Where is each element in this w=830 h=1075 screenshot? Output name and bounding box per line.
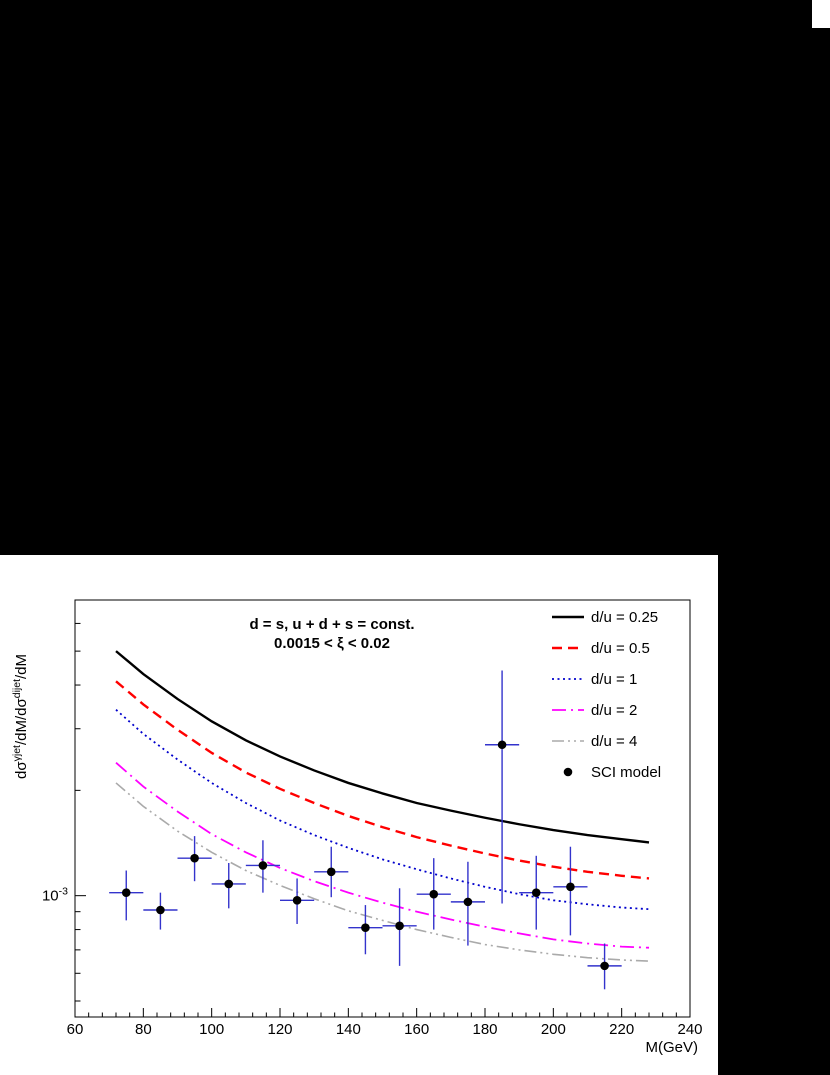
physics-plot: 60 80 100 120 140 160 180 200 220 240 10-3 M(GeV) dσ…: [11, 599, 703, 1056]
curve-series-4: [115, 761, 650, 949]
data-point: [258, 861, 268, 870]
data-point: [190, 853, 199, 863]
x-tick-label: 100: [199, 1021, 224, 1038]
annotation-line-1: d = s, u + d + s = const.: [249, 616, 414, 633]
legend-label: d/u = 0.25: [591, 609, 658, 626]
data-point: [224, 879, 234, 889]
data-point: [429, 889, 439, 899]
curve-series-2: [115, 680, 650, 880]
data-point: [463, 897, 473, 907]
curve-series-5: [115, 782, 650, 962]
x-tick-label: 200: [541, 1021, 566, 1038]
legend-marker-sample: [563, 767, 573, 777]
legend-label: d/u = 4: [591, 733, 637, 750]
y-tick-label: 10-3: [42, 886, 68, 905]
x-tick-label: 140: [336, 1021, 361, 1038]
plot-canvas: 60 80 100 120 140 160 180 200 220 240 10-3 M(GeV) dσ…: [0, 555, 718, 1075]
data-point: [361, 923, 370, 932]
curve-series-1: [115, 650, 650, 844]
curve-series-3: [115, 709, 650, 911]
x-tick-label: 60: [67, 1021, 84, 1038]
data-point: [292, 895, 302, 905]
legend-label: d/u = 2: [591, 702, 637, 719]
x-axis-title: M(GeV): [646, 1039, 699, 1056]
x-tick-label: 240: [677, 1021, 702, 1038]
annotation-line-2: 0.0015 < ξ < 0.02: [274, 635, 390, 652]
data-point: [395, 921, 404, 931]
data-point: [121, 888, 131, 897]
legend-label: d/u = 0.5: [591, 640, 650, 657]
data-point: [600, 961, 609, 971]
data-point: [531, 888, 541, 897]
x-tick-label: 80: [135, 1021, 152, 1038]
legend-label: SCI model: [591, 764, 661, 781]
x-tick-label: 120: [267, 1021, 292, 1038]
data-point: [566, 882, 575, 892]
x-tick-label: 160: [404, 1021, 429, 1038]
legend-label: d/u = 1: [591, 671, 637, 688]
data-point: [497, 740, 507, 750]
top-right-corner-patch: [812, 0, 830, 28]
y-axis-title: dσγjet/dM/dσdijet/dM: [11, 654, 30, 779]
plot-frame: [74, 599, 691, 1018]
data-point: [326, 867, 336, 877]
x-tick-label: 220: [609, 1021, 634, 1038]
x-tick-label: 180: [472, 1021, 497, 1038]
data-point: [156, 905, 165, 915]
